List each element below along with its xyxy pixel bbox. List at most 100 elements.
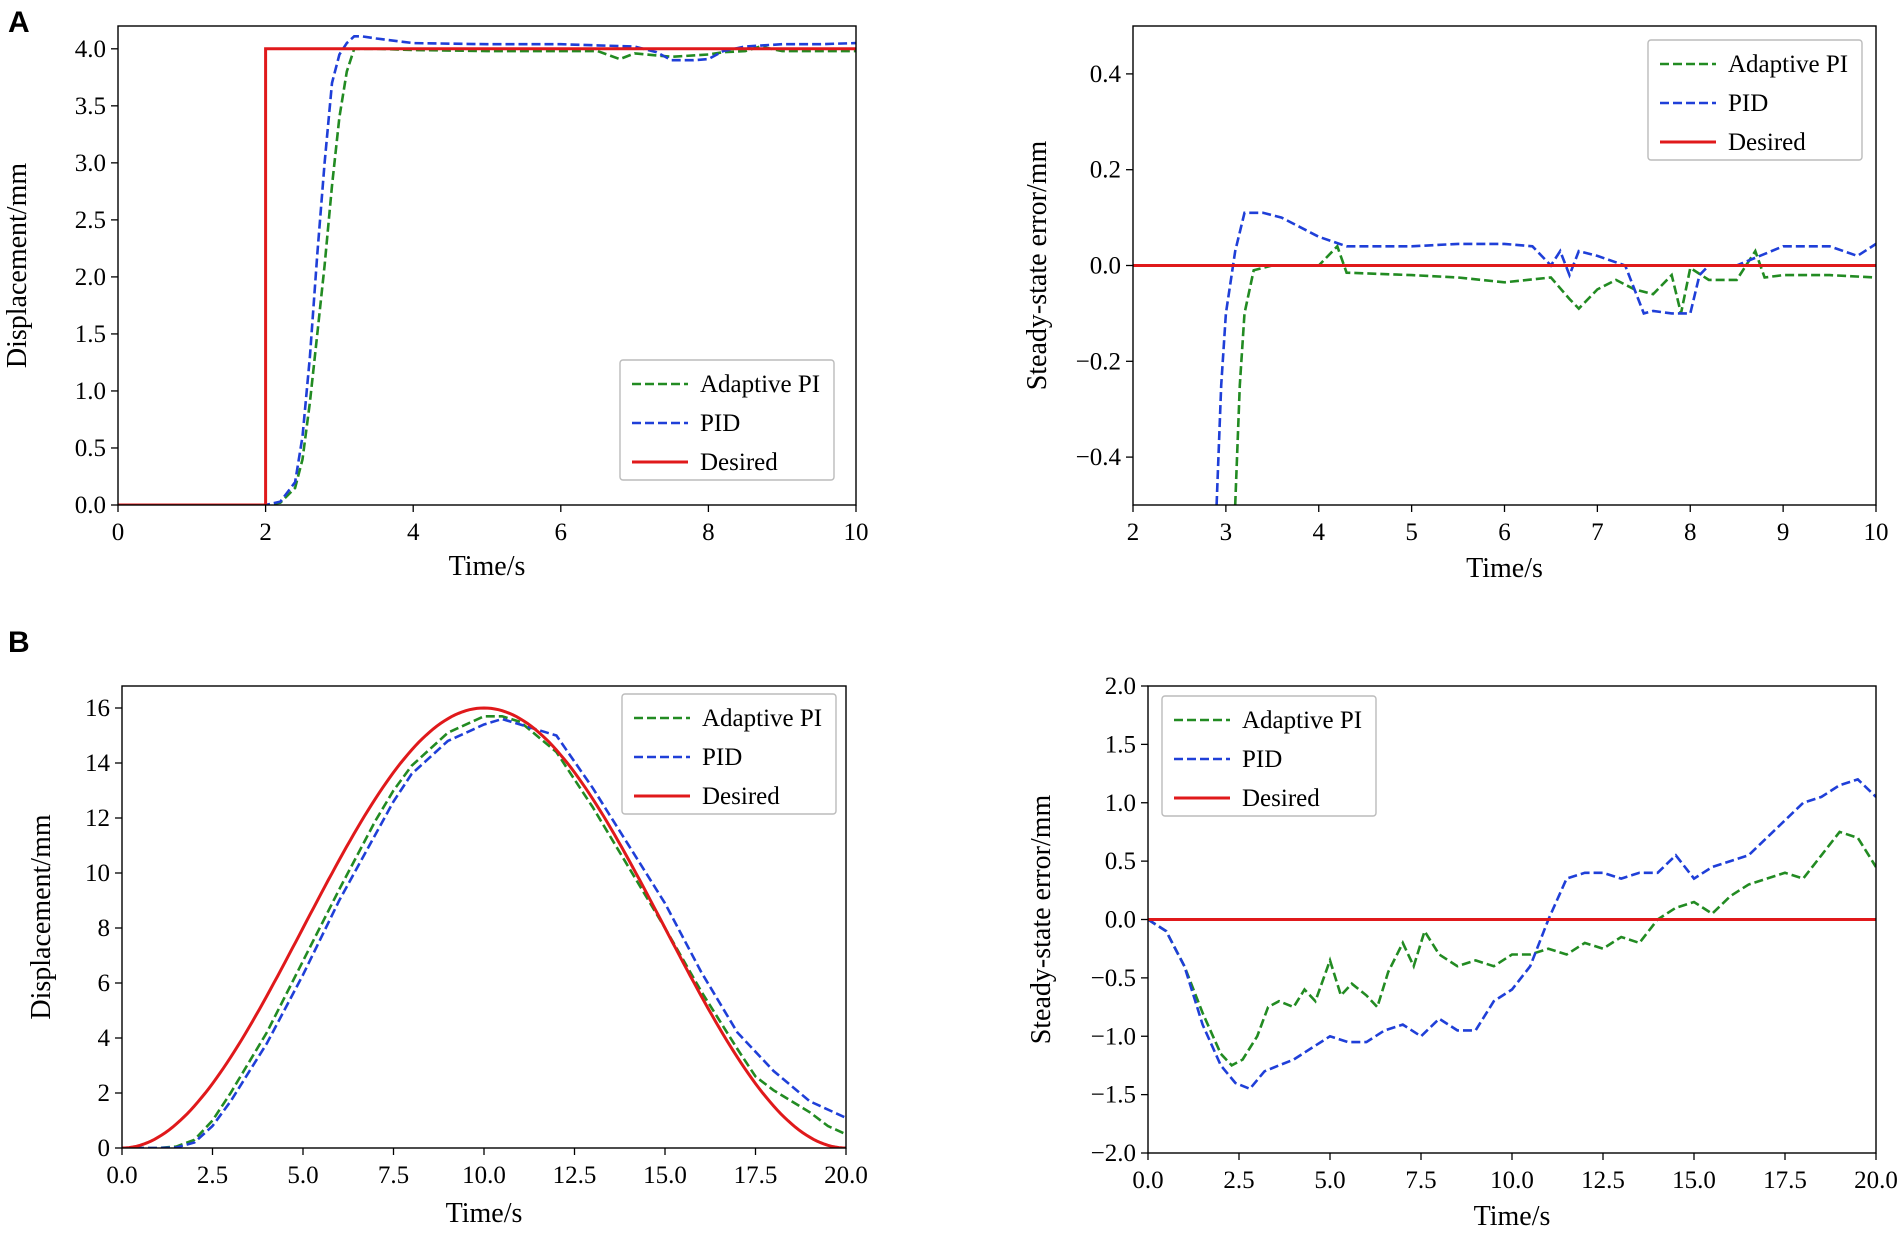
x-tick-label: 5.0	[1314, 1167, 1345, 1194]
y-tick-label: −1.5	[1091, 1082, 1136, 1109]
x-axis-label: Time/s	[1466, 553, 1543, 584]
legend-label: Desired	[700, 449, 778, 476]
series-line-adaptive-pi	[1233, 243, 1876, 505]
legend-label: PID	[700, 410, 740, 437]
y-tick-label: 0.0	[75, 492, 106, 519]
legend-label: Desired	[1728, 129, 1806, 156]
series-line-desired	[122, 706, 846, 1148]
y-tick-label: 0	[98, 1135, 111, 1162]
y-axis-label: Steady-state error/mm	[1026, 794, 1057, 1044]
x-axis-label: Time/s	[449, 551, 526, 582]
panel-label-b: B	[8, 626, 30, 659]
y-tick-label: 1.5	[75, 321, 106, 348]
series-line-adaptive-pi	[1148, 830, 1876, 1068]
y-tick-label: 4	[98, 1025, 111, 1052]
x-tick-label: 0	[112, 519, 125, 546]
legend-label: Adaptive PI	[1728, 51, 1848, 78]
x-tick-label: 4	[407, 519, 420, 546]
legend-box	[619, 359, 835, 481]
y-tick-label: 12	[85, 805, 110, 832]
x-tick-label: 2	[259, 519, 272, 546]
plot-frame	[117, 25, 857, 506]
x-tick-label: 17.5	[1763, 1167, 1807, 1194]
chart-a-displacement: 0 2 4 6 8 10 0.0 0.5 1.0 1.5 2.0 2.5 3.0 3.5 4.0 Time/s…	[2, 25, 869, 582]
x-tick-label: 2.5	[1223, 1167, 1254, 1194]
legend-box	[1647, 39, 1863, 161]
x-tick-label: 9	[1777, 519, 1790, 546]
x-tick-label: 0.0	[1132, 1167, 1163, 1194]
series-line-desired	[118, 47, 856, 505]
y-tick-label: 0.0	[1105, 907, 1136, 934]
chart-a-steady-state-error: 2 3 4 5 6 7 8 9 10 −0.4 −0.2 0.0 0.2 0.4 Time/s Steady-…	[1022, 25, 1889, 584]
x-tick-label: 10	[844, 519, 869, 546]
y-tick-label: 2	[98, 1080, 111, 1107]
x-tick-label: 12.5	[1581, 1167, 1625, 1194]
legend-label: PID	[1242, 746, 1282, 773]
panel-label-a: A	[8, 6, 30, 39]
legend: Adaptive PI PID Desired	[1647, 39, 1863, 161]
legend-label: Adaptive PI	[702, 705, 822, 732]
x-tick-label: 15.0	[643, 1162, 687, 1189]
y-tick-label: 3.5	[75, 93, 106, 120]
x-tick-label: 12.5	[553, 1162, 597, 1189]
legend-label: Desired	[702, 783, 780, 810]
x-tick-label: 7.5	[1405, 1167, 1436, 1194]
y-tick-label: 0.4	[1090, 61, 1122, 88]
x-tick-label: 10	[1864, 519, 1889, 546]
y-tick-label: −0.4	[1076, 444, 1122, 471]
y-tick-label: 14	[85, 750, 111, 777]
x-tick-label: 17.5	[734, 1162, 778, 1189]
x-tick-label: 8	[1684, 519, 1697, 546]
y-axis-label: Displacement/mm	[2, 163, 33, 369]
series-line-pid	[122, 717, 846, 1148]
x-tick-label: 0.0	[106, 1162, 137, 1189]
y-tick-label: 0.5	[75, 435, 106, 462]
legend-label: PID	[702, 744, 742, 771]
legend-label: PID	[1728, 90, 1768, 117]
legend: Adaptive PI PID Desired	[1161, 695, 1377, 817]
legend-label: Adaptive PI	[700, 371, 820, 398]
x-tick-label: 20.0	[1854, 1167, 1898, 1194]
x-tick-label: 6	[555, 519, 568, 546]
x-axis-label: Time/s	[1474, 1201, 1551, 1232]
chart-b-displacement: 0.0 2.5 5.0 7.5 10.0 12.5 15.0 17.5 20.0 0 2 4 6 8 10 1…	[26, 685, 868, 1229]
y-tick-label: −1.0	[1091, 1023, 1136, 1050]
y-tick-label: 0.0	[1090, 253, 1121, 280]
x-tick-label: 5.0	[287, 1162, 318, 1189]
x-tick-label: 2	[1127, 519, 1140, 546]
y-tick-label: 1.0	[1105, 790, 1136, 817]
y-tick-label: 3.0	[75, 150, 106, 177]
x-tick-label: 20.0	[824, 1162, 868, 1189]
legend-label: Adaptive PI	[1242, 707, 1362, 734]
legend: Adaptive PI PID Desired	[619, 359, 835, 481]
x-tick-label: 10.0	[462, 1162, 506, 1189]
chart-b-steady-state-error: 0.0 2.5 5.0 7.5 10.0 12.5 15.0 17.5 20.0 −2.0 −1.5…	[1026, 673, 1898, 1232]
series-line-pid	[118, 34, 856, 505]
x-tick-label: 15.0	[1672, 1167, 1716, 1194]
y-tick-label: 2.0	[1105, 673, 1136, 700]
y-tick-label: 16	[85, 695, 110, 722]
legend-box	[1161, 695, 1377, 817]
y-tick-label: 1.5	[1105, 731, 1136, 758]
y-tick-label: −0.2	[1076, 348, 1121, 375]
y-tick-label: 0.5	[1105, 848, 1136, 875]
legend: Adaptive PI PID Desired	[621, 693, 837, 815]
x-tick-label: 10.0	[1490, 1167, 1534, 1194]
series-line-pid	[1148, 777, 1876, 1091]
y-tick-label: 4.0	[75, 36, 106, 63]
legend-label: Desired	[1242, 785, 1320, 812]
y-tick-label: 10	[85, 860, 110, 887]
y-tick-label: 1.0	[75, 378, 106, 405]
x-tick-label: 5	[1405, 519, 1418, 546]
x-tick-label: 6	[1498, 519, 1511, 546]
series-line-adaptive-pi	[122, 714, 846, 1148]
x-tick-label: 3	[1220, 519, 1233, 546]
x-tick-label: 7.5	[378, 1162, 409, 1189]
legend-box	[621, 693, 837, 815]
y-tick-label: 0.2	[1090, 157, 1121, 184]
y-tick-label: 2.5	[75, 207, 106, 234]
x-tick-label: 4	[1313, 519, 1326, 546]
y-tick-label: −0.5	[1091, 965, 1136, 992]
x-tick-label: 8	[702, 519, 715, 546]
